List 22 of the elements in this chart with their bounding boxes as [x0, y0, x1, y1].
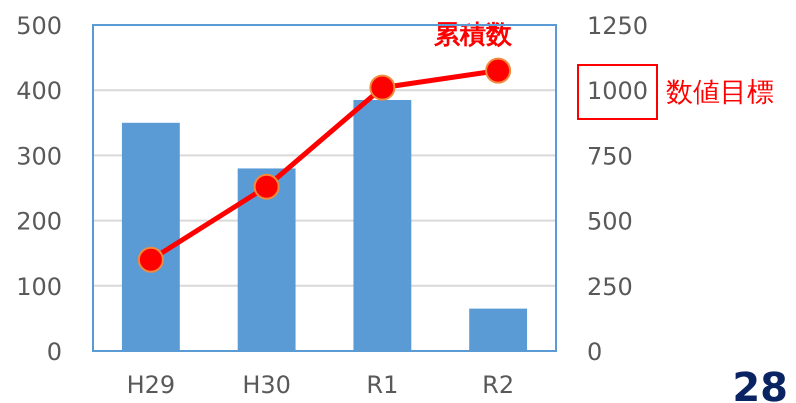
- x-tick-label: R2: [482, 371, 514, 399]
- y2-tick-label: 1250: [587, 12, 648, 40]
- y2-tick-label: 500: [587, 208, 633, 236]
- y2-tick-label: 0: [587, 338, 602, 366]
- y-tick-label: 400: [16, 77, 62, 106]
- text: 数値目標: [666, 77, 774, 108]
- text: 28: [732, 365, 788, 403]
- y2-tick-label: 1000: [587, 77, 648, 106]
- point: [254, 174, 280, 200]
- point: [485, 58, 512, 84]
- point: [369, 74, 396, 101]
- y-tick-label: 100: [16, 272, 62, 301]
- y2-tick-label: 750: [587, 142, 633, 170]
- y-tick-label: 200: [16, 208, 62, 236]
- x-tick-label: H30: [242, 371, 291, 399]
- y-tick-label: 0: [46, 338, 62, 366]
- y-tick-label: 500: [16, 12, 62, 40]
- x-tick-label: H29: [126, 371, 176, 399]
- y2-tick-label: 250: [587, 272, 633, 301]
- point: [138, 246, 164, 273]
- x-tick-label: R1: [366, 371, 398, 399]
- y-tick-label: 300: [16, 142, 62, 170]
